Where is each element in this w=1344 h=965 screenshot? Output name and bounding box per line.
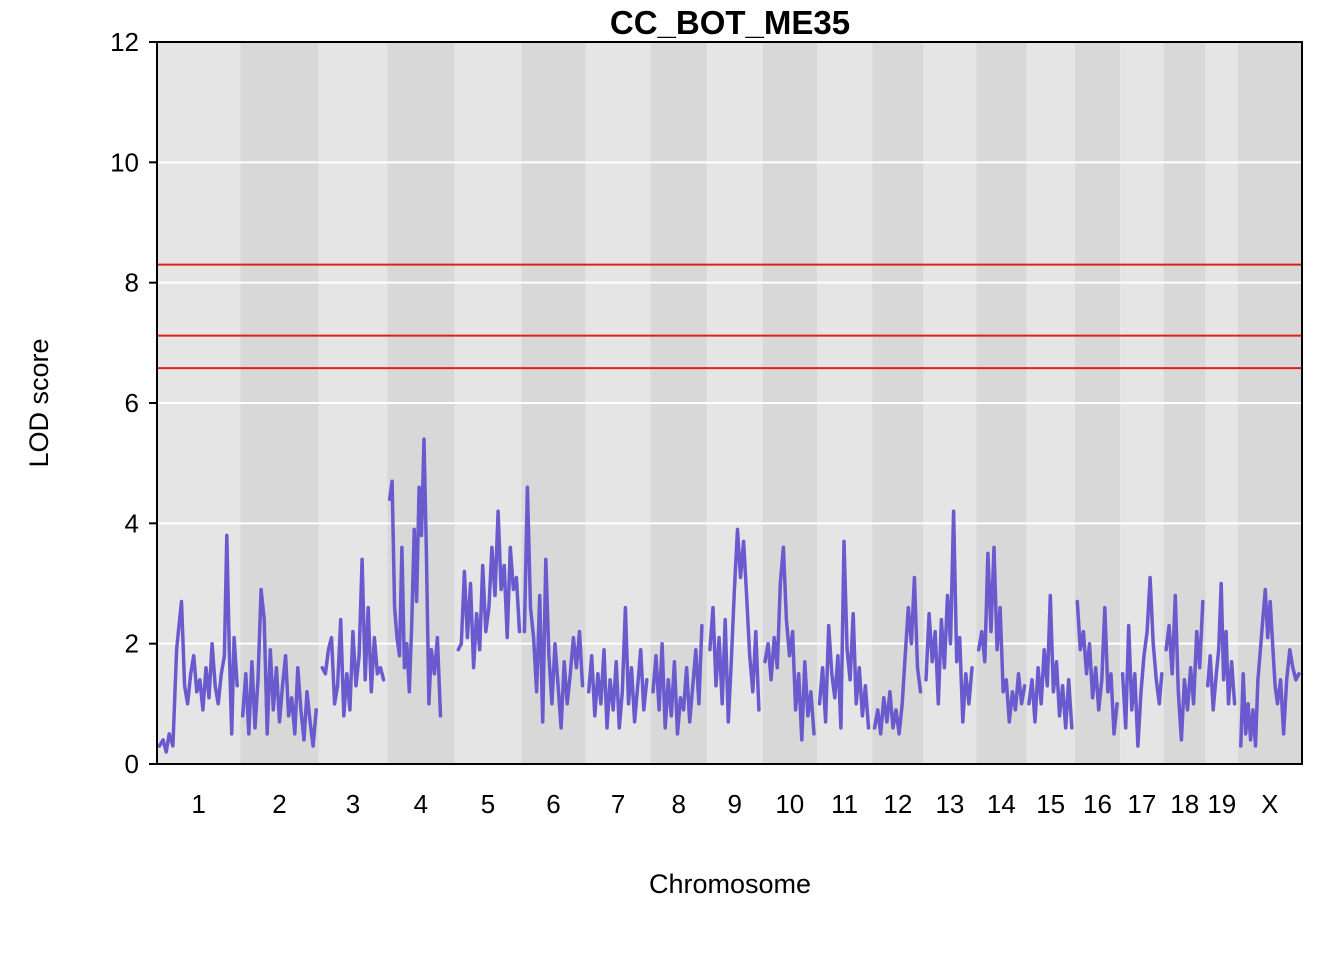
y-tick-label-12: 12 [110,27,139,57]
lod-line-chr-12 [872,575,923,736]
lod-line-chr-11 [817,539,871,730]
x-tick-label-18: 18 [1170,789,1199,819]
y-tick-label-10: 10 [110,147,139,177]
x-tick-label-17: 17 [1127,789,1156,819]
lod-line-chr-3 [320,557,386,718]
x-tick-label-2: 2 [272,789,286,819]
lod-line-chr-x [1239,587,1301,748]
lod-line-chr-1 [157,533,239,754]
lod-line-chr-8 [651,623,704,736]
x-tick-label-3: 3 [346,789,360,819]
lod-line-chr-2 [240,587,318,748]
x-tick-label-11: 11 [831,789,858,819]
threshold-lines [157,263,1302,370]
x-tick-label-15: 15 [1036,789,1065,819]
x-tick-label-x: X [1261,789,1278,819]
lod-line-chr-16 [1075,599,1119,736]
lod-line-chr-13 [924,509,974,724]
y-axis-label: LOD score [24,338,54,467]
x-tick-label-16: 16 [1083,789,1112,819]
x-tick-label-12: 12 [883,789,912,819]
y-tick-label-0: 0 [125,749,139,779]
x-tick-label-19: 19 [1207,789,1236,819]
lod-line-chr-17 [1120,575,1164,748]
x-tick-label-8: 8 [671,789,685,819]
grid-lines [157,161,1302,645]
x-tick-label-13: 13 [935,789,964,819]
x-tick-label-6: 6 [546,789,560,819]
lod-line-chr-10 [763,545,816,742]
lod-line-chr-7 [586,605,649,730]
x-axis: 1 2 3 4 5 6 7 8 9 10 11 12 13 14 15 16 17 18 19 X [191,789,1278,819]
lod-line-chr-5 [456,509,522,670]
y-tick-label-8: 8 [125,268,139,298]
y-axis: 0 2 4 6 8 10 12 [110,27,157,779]
lod-line-chr-9 [708,527,761,724]
y-tick-label-6: 6 [125,388,139,418]
chart-title: CC_BOT_ME35 [610,4,850,41]
x-axis-label: Chromosome [649,869,811,899]
lod-series [157,437,1301,754]
y-tick-label-2: 2 [125,629,139,659]
x-tick-label-10: 10 [775,789,804,819]
lod-line-chr-4 [387,437,443,718]
lod-line-chr-19 [1205,581,1237,712]
x-tick-label-5: 5 [481,789,495,819]
lod-line-chr-15 [1027,593,1074,730]
lod-line-chr-6 [522,485,585,730]
lod-line-chr-14 [976,545,1027,724]
x-tick-label-1: 1 [191,789,205,819]
x-tick-label-7: 7 [611,789,625,819]
x-tick-label-14: 14 [987,789,1016,819]
y-tick-label-4: 4 [125,508,139,538]
x-tick-label-4: 4 [414,789,428,819]
x-tick-label-9: 9 [727,789,741,819]
lod-line-chr-18 [1164,593,1205,742]
